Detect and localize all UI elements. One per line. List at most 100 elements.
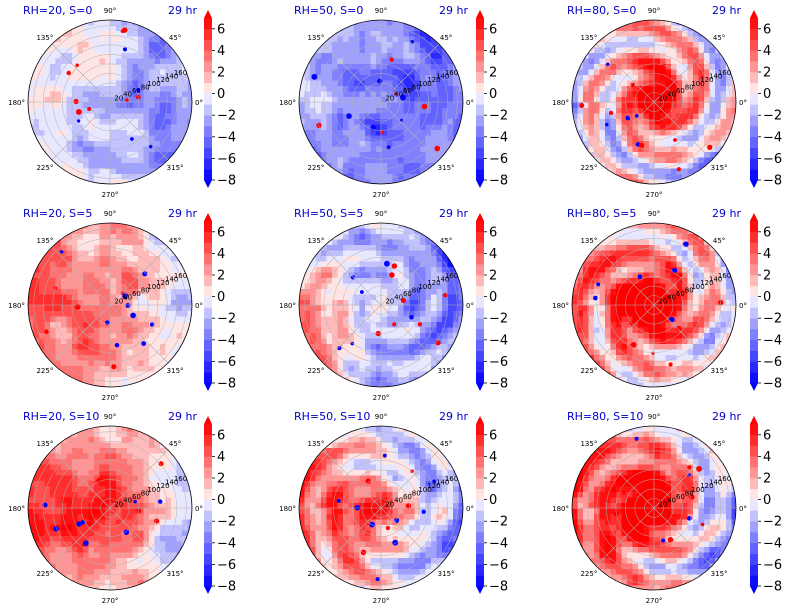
heatmap-cell	[638, 152, 644, 158]
heatmap-cell	[61, 333, 67, 339]
heatmap-cell	[425, 152, 432, 158]
heatmap-cell	[299, 113, 305, 120]
heatmap-cell	[359, 119, 366, 125]
heatmap-cell	[621, 64, 628, 70]
heatmap-cell	[447, 75, 454, 81]
heatmap-cell	[638, 278, 644, 284]
heatmap-cell	[660, 124, 666, 131]
heatmap-cell	[299, 289, 305, 295]
heatmap-cell	[610, 256, 617, 262]
heatmap-cell	[599, 245, 606, 251]
heatmap-cell	[398, 53, 404, 59]
colorbar-tick-label: −6	[489, 152, 508, 167]
heatmap-cell	[182, 135, 188, 142]
heatmap-cell	[61, 146, 67, 153]
heatmap-cell	[138, 152, 144, 158]
heatmap-cell	[409, 245, 415, 251]
heatmap-cell	[105, 113, 111, 120]
heatmap-cell	[149, 278, 155, 284]
heatmap-cell	[414, 64, 421, 70]
heatmap-cell	[665, 130, 672, 136]
heatmap-cell	[447, 327, 454, 334]
heatmap-cell	[720, 349, 727, 356]
heatmap-cell	[643, 152, 650, 158]
heatmap-cell	[116, 300, 122, 306]
heatmap-cell	[726, 108, 732, 114]
heatmap-cell	[310, 69, 316, 76]
colorbar-bin	[204, 72, 212, 84]
heatmap-cell	[165, 267, 172, 273]
heatmap-cell	[610, 322, 617, 328]
heatmap-cell	[577, 305, 584, 312]
heatmap-cell	[110, 267, 117, 273]
heatmap-cell	[447, 113, 454, 120]
heatmap-cell	[354, 305, 360, 312]
heatmap-cell	[682, 371, 688, 378]
colorbar-bin	[476, 318, 484, 330]
heatmap-cell	[381, 53, 388, 59]
heatmap-cell	[381, 360, 388, 367]
convective-spot	[579, 103, 585, 108]
heatmap-cell	[616, 141, 622, 147]
heatmap-cell	[61, 294, 67, 301]
heatmap-cell	[83, 239, 89, 246]
heatmap-cell	[616, 108, 622, 114]
heatmap-cell	[660, 130, 666, 136]
heatmap-cell	[709, 75, 716, 81]
heatmap-cell	[594, 344, 600, 350]
heatmap-cell	[77, 305, 84, 312]
heatmap-cell	[436, 119, 443, 125]
heatmap-cell	[638, 223, 644, 229]
heatmap-cell	[594, 124, 600, 131]
heatmap-cell	[94, 305, 100, 312]
angle-tick-label: 225°	[307, 367, 324, 375]
heatmap-cell	[315, 261, 322, 268]
heatmap-cell	[376, 250, 382, 257]
heatmap-cell	[632, 267, 639, 273]
grid-spoke	[653, 43, 713, 103]
convective-spot	[87, 107, 92, 111]
heatmap-cell	[605, 135, 611, 142]
heatmap-cell	[588, 146, 595, 153]
heatmap-cell	[698, 119, 705, 125]
heatmap-cell	[354, 58, 360, 65]
heatmap-cell	[698, 42, 705, 48]
heatmap-cell	[77, 333, 84, 339]
heatmap-cell	[665, 256, 672, 262]
heatmap-cell	[709, 135, 716, 142]
heatmap-cell	[110, 97, 117, 103]
heatmap-cell	[654, 322, 661, 328]
heatmap-cell	[682, 119, 688, 125]
heatmap-cell	[594, 250, 600, 257]
heatmap-cell	[121, 327, 128, 334]
heatmap-cell	[643, 42, 650, 48]
heatmap-cell	[44, 272, 51, 279]
heatmap-cell	[315, 80, 322, 87]
grid-spoke	[595, 246, 655, 306]
heatmap-cell	[621, 36, 628, 43]
heatmap-cell	[359, 75, 366, 81]
heatmap-cell	[94, 102, 100, 109]
heatmap-cell	[55, 86, 62, 92]
heatmap-cell	[132, 25, 139, 32]
heatmap-cell	[594, 152, 600, 158]
heatmap-cell	[105, 294, 111, 301]
heatmap-cell	[715, 135, 721, 142]
heatmap-cell	[638, 344, 644, 350]
heatmap-cell	[127, 168, 133, 175]
heatmap-cell	[149, 349, 155, 356]
heatmap-cell	[414, 344, 421, 350]
heatmap-cell	[337, 102, 344, 109]
heatmap-cell	[447, 338, 454, 345]
heatmap-cell	[682, 152, 688, 158]
heatmap-cell	[44, 53, 51, 59]
heatmap-cell	[72, 327, 78, 334]
heatmap-cell	[392, 371, 399, 378]
heatmap-cell	[33, 102, 40, 109]
heatmap-cell	[649, 261, 655, 268]
heatmap-cell	[370, 157, 377, 164]
heatmap-cell	[321, 316, 327, 323]
heatmap-cell	[44, 300, 51, 306]
polar-panel: 20 40 60 8010012014016090°45°0°315°270°225°…	[552, 4, 747, 199]
heatmap-cell	[154, 360, 161, 367]
